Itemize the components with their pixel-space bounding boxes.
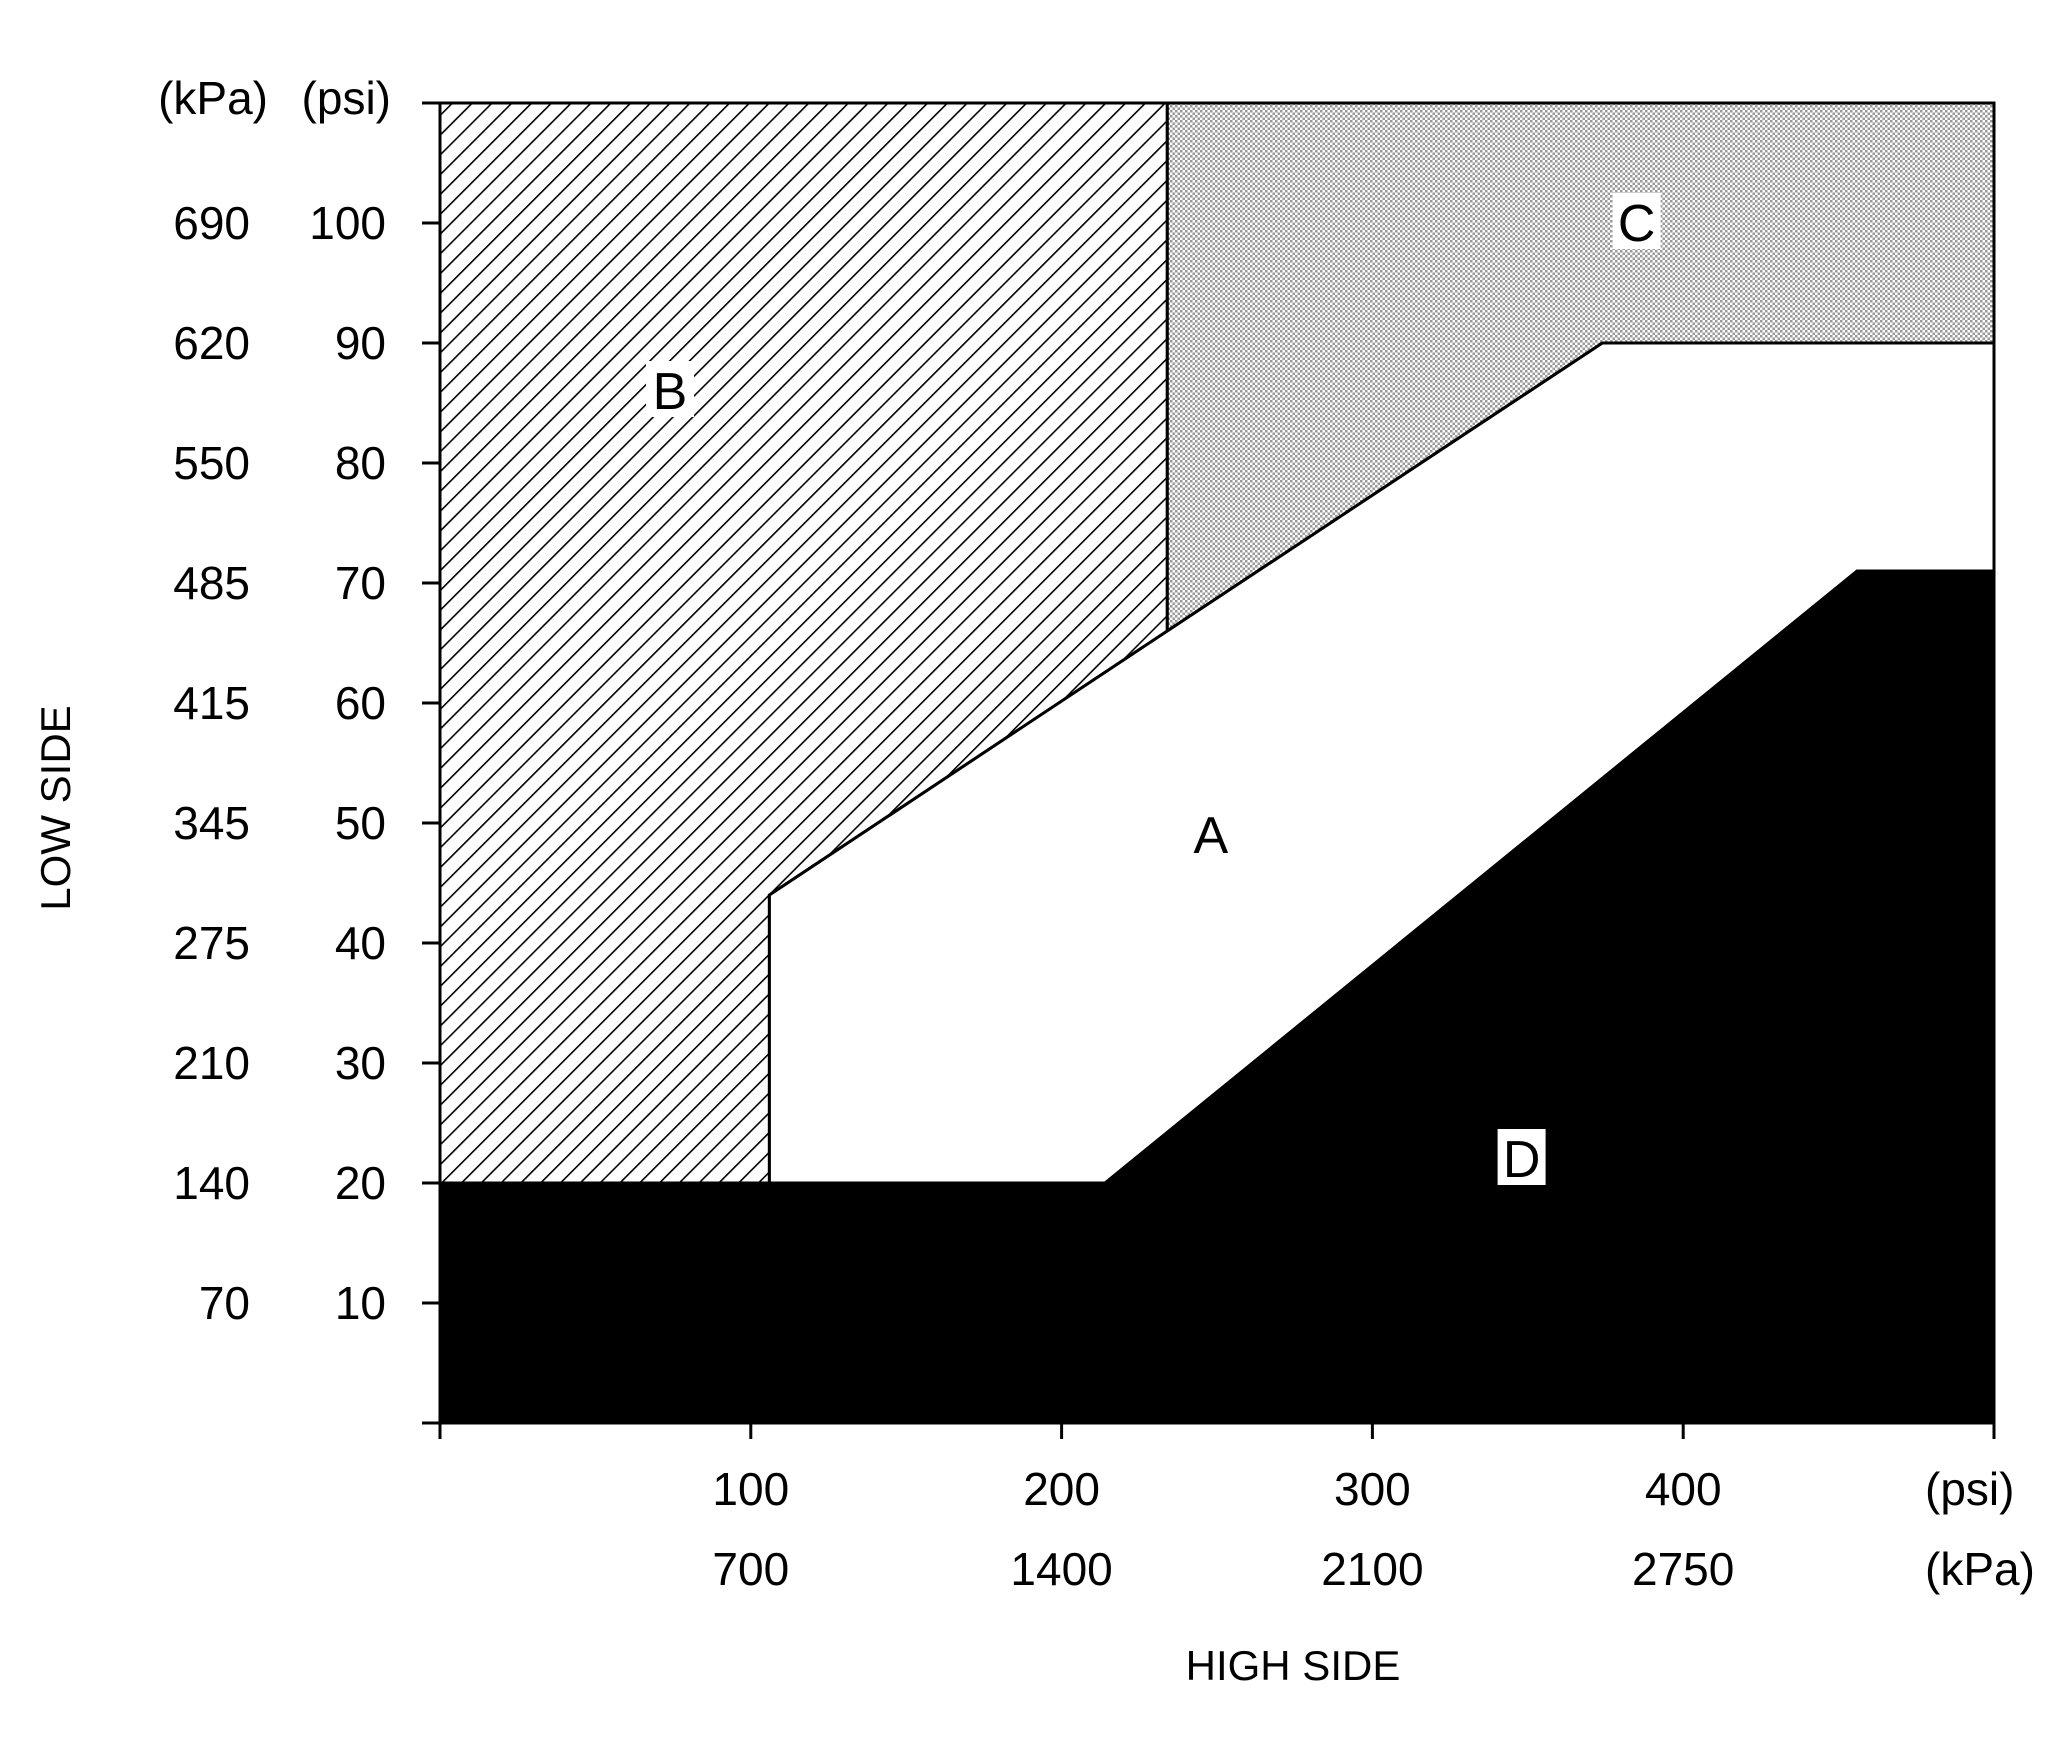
y-tick-label-psi: 30 <box>335 1037 386 1089</box>
y-tick-label-kpa: 620 <box>173 317 250 369</box>
y-tick-label-psi: 20 <box>335 1157 386 1209</box>
region-label-background <box>1612 193 1661 249</box>
region-c-label: C <box>1618 195 1656 253</box>
y-tick-label-kpa: 210 <box>173 1037 250 1089</box>
region-label-background <box>1497 1129 1546 1185</box>
region-labels: B C A D <box>646 193 1661 1189</box>
y-unit-psi-label: (psi) <box>302 72 391 124</box>
y-tick-label-psi: 90 <box>335 317 386 369</box>
x-axis-title: HIGH SIDE <box>1186 1642 1401 1689</box>
y-tick-label-psi: 40 <box>335 917 386 969</box>
y-tick-label-psi: 60 <box>335 677 386 729</box>
x-tick-label-kpa: 2100 <box>1321 1543 1423 1595</box>
y-tick-label-psi: 70 <box>335 557 386 609</box>
region-b-label: B <box>653 363 688 421</box>
regions-layer <box>438 101 1996 1425</box>
x-tick-label-kpa: 1400 <box>1010 1543 1112 1595</box>
y-tick-label-kpa: 550 <box>173 437 250 489</box>
y-axis-title: LOW SIDE <box>32 705 79 910</box>
y-tick-label-psi: 10 <box>335 1277 386 1329</box>
y-tick-label-psi: 100 <box>309 197 386 249</box>
x-tick-label-psi: 300 <box>1334 1463 1411 1515</box>
y-axis: (kPa) (psi) 70 10 140 20 210 30 275 40 345 50 415 6… <box>158 72 440 1425</box>
x-tick-label-kpa: 2750 <box>1632 1543 1734 1595</box>
region-b-label-group: B <box>646 361 694 421</box>
x-tick-label-psi: 100 <box>712 1463 789 1515</box>
region-a-label-group: A <box>1193 807 1228 865</box>
plot-frame <box>438 101 1996 1425</box>
y-unit-kpa-label: (kPa) <box>158 72 268 124</box>
y-tick-label-kpa: 275 <box>173 917 250 969</box>
region-d-label-group: D <box>1497 1129 1546 1189</box>
y-tick-label-psi: 50 <box>335 797 386 849</box>
x-unit-psi-label: (psi) <box>1925 1463 2014 1515</box>
x-tick-label-psi: 200 <box>1023 1463 1100 1515</box>
y-tick-label-kpa: 415 <box>173 677 250 729</box>
x-axis: (psi) (kPa) 100 700 200 1400 300 2100 400 2750 <box>438 1423 2035 1595</box>
y-tick-label-kpa: 70 <box>199 1277 250 1329</box>
region-a-label: A <box>1193 807 1228 865</box>
x-unit-kpa-label: (kPa) <box>1925 1543 2035 1595</box>
y-tick-label-kpa: 485 <box>173 557 250 609</box>
y-tick-label-kpa: 345 <box>173 797 250 849</box>
region-label-background <box>646 361 694 417</box>
region-d-label: D <box>1503 1131 1541 1189</box>
y-tick-label-kpa: 690 <box>173 197 250 249</box>
region-c-label-group: C <box>1612 193 1661 253</box>
y-tick-label-psi: 80 <box>335 437 386 489</box>
y-tick-label-kpa: 140 <box>173 1157 250 1209</box>
x-tick-label-psi: 400 <box>1645 1463 1722 1515</box>
x-tick-label-kpa: 700 <box>712 1543 789 1595</box>
